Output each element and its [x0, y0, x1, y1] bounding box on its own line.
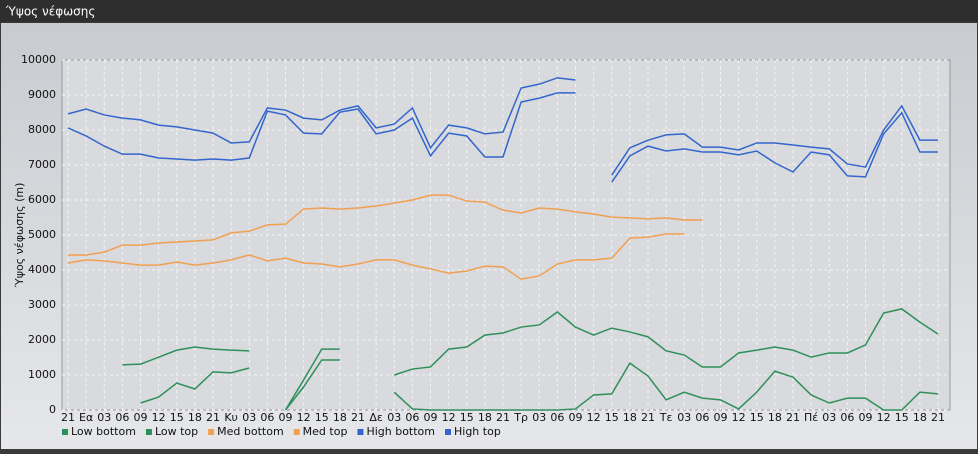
x-tick-label: 06	[695, 411, 709, 424]
x-tick-label: 21	[61, 411, 75, 424]
x-tick-label: 06	[550, 411, 564, 424]
x-tick-label: 15	[750, 411, 764, 424]
x-tick-label: 09	[714, 411, 728, 424]
y-tick-label: 2000	[28, 333, 56, 346]
legend-label: Low top	[155, 425, 198, 438]
x-tick-label: 15	[315, 411, 329, 424]
y-tick-label: 0	[49, 403, 56, 416]
x-tick-label: 15	[460, 411, 474, 424]
x-tick-label: 12	[877, 411, 891, 424]
legend-swatch	[357, 429, 364, 435]
legend-swatch	[293, 429, 300, 435]
x-tick-label: 09	[424, 411, 438, 424]
series-line	[67, 77, 938, 176]
x-tick-label: 21	[351, 411, 365, 424]
series-line	[67, 92, 938, 183]
x-tick-label: 06	[405, 411, 419, 424]
x-tick-label: 12	[297, 411, 311, 424]
x-tick-label: 06	[840, 411, 854, 424]
y-tick-label: 1000	[28, 368, 56, 381]
x-tick-label: 21	[641, 411, 655, 424]
x-tick-label: 03	[97, 411, 111, 424]
y-axis-label: Ύψος νέφωσης (m)	[13, 183, 26, 289]
y-tick-label: 5000	[28, 228, 56, 241]
y-tick-label: 6000	[28, 193, 56, 206]
x-tick-label: 18	[768, 411, 782, 424]
x-tick-label: Τρ	[513, 411, 528, 424]
legend-label: High bottom	[366, 425, 435, 438]
legend-label: Med top	[303, 425, 348, 438]
x-tick-label: 12	[732, 411, 746, 424]
x-tick-label: 18	[913, 411, 927, 424]
x-tick-label: Εα	[79, 411, 93, 424]
series-line	[67, 233, 685, 280]
x-tick-label: 18	[478, 411, 492, 424]
y-tick-label: 8000	[28, 123, 56, 136]
series-line	[68, 194, 703, 256]
x-tick-label: 15	[170, 411, 184, 424]
x-tick-label: 09	[134, 411, 148, 424]
x-tick-label: 09	[859, 411, 873, 424]
x-tick-label: 03	[822, 411, 836, 424]
x-tick-label: 12	[152, 411, 166, 424]
x-tick-label: Πέ	[804, 411, 818, 424]
x-tick-label: 09	[279, 411, 293, 424]
legend-swatch	[208, 429, 215, 435]
legend-swatch	[62, 429, 68, 435]
legend-label: High top	[454, 425, 501, 438]
x-tick-label: 12	[442, 411, 456, 424]
x-tick-label: 15	[895, 411, 909, 424]
x-tick-label: Δε	[369, 411, 383, 424]
legend-swatch	[145, 429, 152, 435]
y-tick-label: 10000	[21, 53, 56, 66]
x-tick-label: 21	[206, 411, 220, 424]
x-tick-label: Κυ	[224, 411, 238, 424]
x-tick-label: 03	[242, 411, 256, 424]
legend-label: Low bottom	[71, 425, 136, 438]
x-tick-label: 03	[677, 411, 691, 424]
x-tick-label: 03	[387, 411, 401, 424]
x-tick-label: 12	[587, 411, 601, 424]
series-line	[122, 308, 939, 411]
x-tick-label: 09	[569, 411, 583, 424]
x-tick-label: 15	[605, 411, 619, 424]
legend-swatch	[445, 429, 451, 435]
x-tick-label: 21	[496, 411, 510, 424]
y-tick-label: 3000	[28, 298, 56, 311]
x-tick-label: 06	[260, 411, 274, 424]
series-line	[140, 359, 939, 411]
x-tick-label: 18	[188, 411, 202, 424]
x-tick-label: 03	[532, 411, 546, 424]
title-bar	[0, 0, 978, 22]
legend-label: Med bottom	[217, 425, 284, 438]
x-tick-label: 21	[786, 411, 800, 424]
y-tick-label: 9000	[28, 88, 56, 101]
x-tick-label: 06	[115, 411, 129, 424]
chart-title: Ύψος νέφωσης	[5, 5, 95, 19]
x-tick-label: 18	[333, 411, 347, 424]
x-tick-label: 21	[931, 411, 945, 424]
y-tick-label: 7000	[28, 158, 56, 171]
x-tick-label: 18	[623, 411, 637, 424]
y-tick-label: 4000	[28, 263, 56, 276]
x-tick-label: Τε	[659, 411, 673, 424]
